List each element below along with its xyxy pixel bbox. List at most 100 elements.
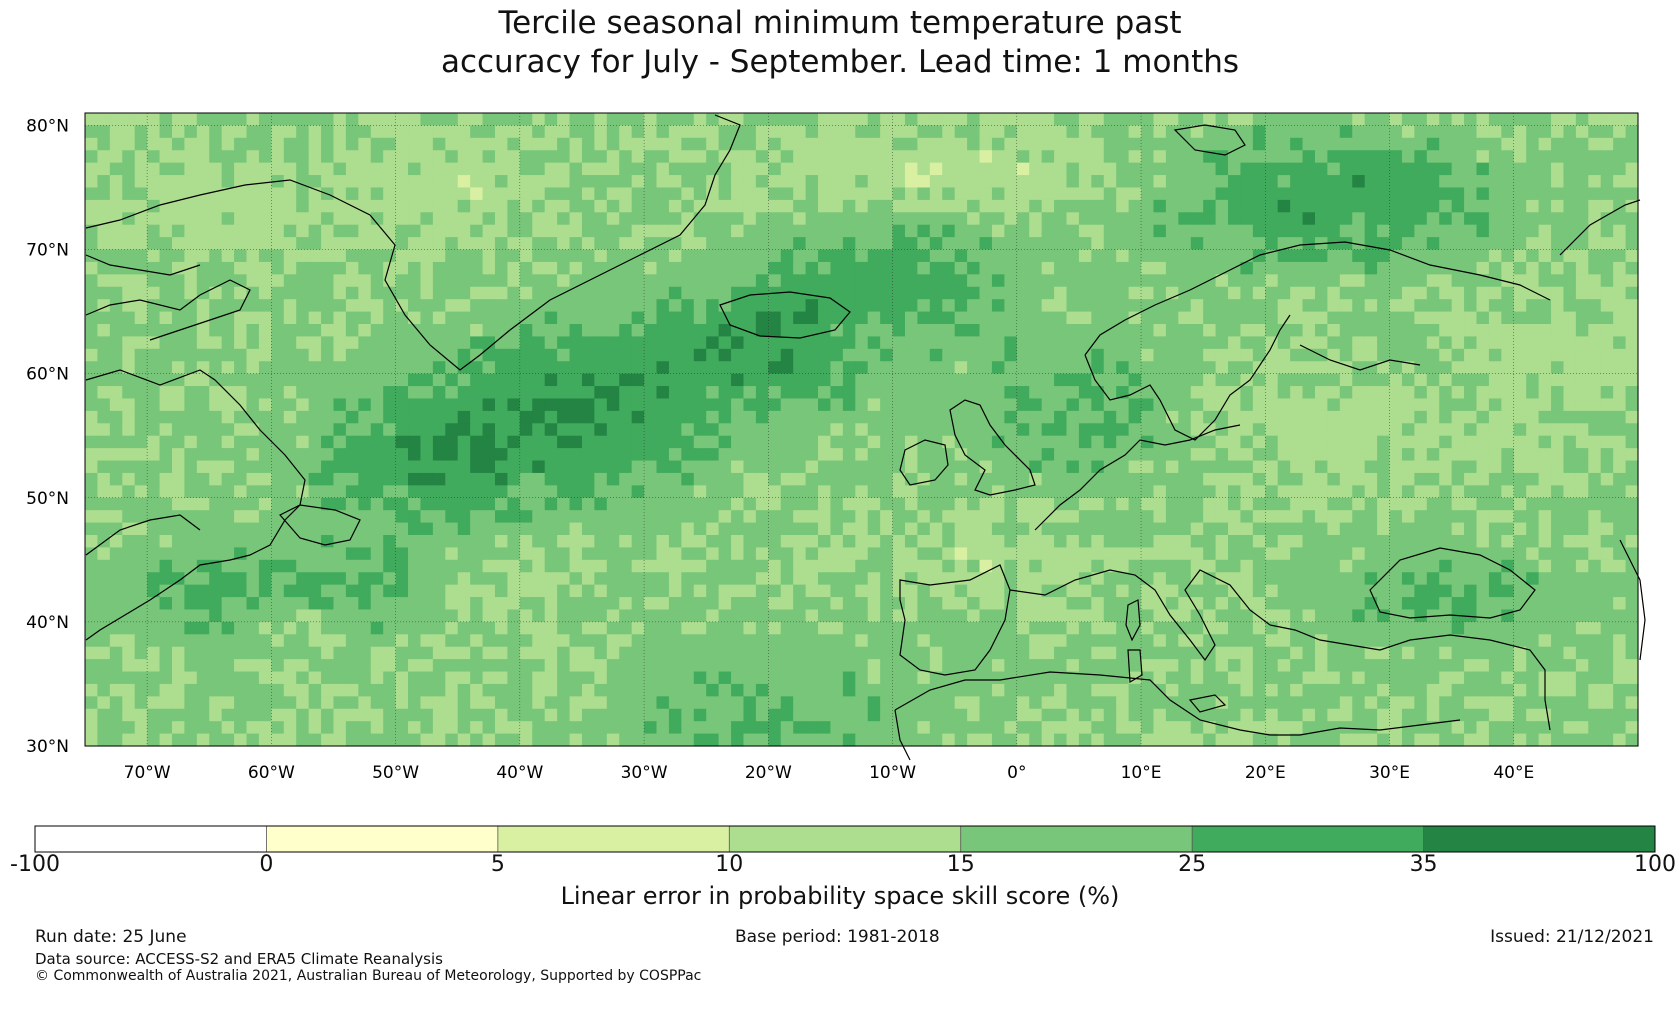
grid-cell <box>1004 150 1018 164</box>
grid-cell <box>1215 274 1229 288</box>
grid-cell <box>1575 497 1589 511</box>
grid-cell <box>1103 348 1117 362</box>
grid-cell <box>221 175 235 189</box>
grid-cell <box>432 460 446 474</box>
grid-cell <box>159 125 173 139</box>
grid-cell <box>1078 485 1092 499</box>
grid-cell <box>1054 212 1068 226</box>
grid-cell <box>693 286 707 300</box>
grid-cell <box>942 212 956 226</box>
grid-cell <box>544 336 558 350</box>
grid-cell <box>1588 336 1602 350</box>
grid-cell <box>1004 274 1018 288</box>
grid-cell <box>768 497 782 511</box>
grid-cell <box>1203 348 1217 362</box>
grid-cell <box>408 584 422 598</box>
grid-cell <box>1302 162 1316 176</box>
grid-cell <box>408 137 422 151</box>
grid-cell <box>395 150 409 164</box>
grid-cell <box>743 398 757 412</box>
grid-cell <box>1016 448 1030 462</box>
grid-cell <box>644 336 658 350</box>
grid-cell <box>1066 584 1080 598</box>
grid-cell <box>432 485 446 499</box>
grid-cell <box>1128 547 1142 561</box>
grid-cell <box>519 423 533 437</box>
grid-cell <box>1314 361 1328 375</box>
grid-cell <box>1451 336 1465 350</box>
grid-cell <box>1314 150 1328 164</box>
grid-cell <box>1339 510 1353 524</box>
grid-cell <box>780 274 794 288</box>
grid-cell <box>1290 547 1304 561</box>
grid-cell <box>830 448 844 462</box>
grid-cell <box>470 261 484 275</box>
grid-cell <box>122 497 136 511</box>
grid-cell <box>743 423 757 437</box>
grid-cell <box>159 584 173 598</box>
grid-cell <box>1613 274 1627 288</box>
grid-cell <box>606 286 620 300</box>
grid-cell <box>780 485 794 499</box>
grid-cell <box>818 187 832 201</box>
grid-cell <box>929 510 943 524</box>
grid-cell <box>1575 547 1589 561</box>
grid-cell <box>718 162 732 176</box>
grid-cell <box>1439 175 1453 189</box>
grid-cell <box>159 286 173 300</box>
grid-cell <box>1464 299 1478 313</box>
grid-cell <box>1401 113 1415 127</box>
grid-cell <box>1091 410 1105 424</box>
grid-cell <box>383 261 397 275</box>
grid-cell <box>1302 423 1316 437</box>
grid-cell <box>855 547 869 561</box>
grid-cell <box>1364 137 1378 151</box>
grid-cell <box>1277 535 1291 549</box>
grid-cell <box>1228 597 1242 611</box>
grid-cell <box>1464 410 1478 424</box>
grid-cell <box>1203 386 1217 400</box>
grid-cell <box>395 348 409 362</box>
grid-cell <box>1041 547 1055 561</box>
grid-cell <box>768 510 782 524</box>
grid-cell <box>482 324 496 338</box>
grid-cell <box>1588 274 1602 288</box>
grid-cell <box>1252 336 1266 350</box>
grid-cell <box>432 324 446 338</box>
grid-cell <box>482 373 496 387</box>
grid-cell <box>85 274 99 288</box>
grid-cell <box>1513 237 1527 251</box>
grid-cell <box>768 348 782 362</box>
grid-cell <box>818 584 832 598</box>
grid-cell <box>1215 187 1229 201</box>
grid-cell <box>1066 497 1080 511</box>
grid-cell <box>370 336 384 350</box>
grid-cell <box>1004 497 1018 511</box>
grid-cell <box>644 435 658 449</box>
grid-cell <box>159 398 173 412</box>
grid-cell <box>1451 460 1465 474</box>
grid-cell <box>855 286 869 300</box>
grid-cell <box>457 535 471 549</box>
grid-cell <box>557 448 571 462</box>
grid-cell <box>1252 348 1266 362</box>
grid-cell <box>383 361 397 375</box>
grid-cell <box>1215 199 1229 213</box>
grid-cell <box>1501 113 1515 127</box>
grid-cell <box>967 113 981 127</box>
grid-cell <box>171 597 185 611</box>
grid-cell <box>706 386 720 400</box>
grid-cell <box>917 435 931 449</box>
grid-cell <box>780 187 794 201</box>
grid-cell <box>1190 249 1204 263</box>
grid-cell <box>308 286 322 300</box>
grid-cell <box>1451 510 1465 524</box>
grid-cell <box>1625 125 1639 139</box>
grid-cell <box>246 559 260 573</box>
grid-cell <box>867 373 881 387</box>
grid-cell <box>1240 348 1254 362</box>
grid-cell <box>780 535 794 549</box>
grid-cell <box>1290 274 1304 288</box>
grid-cell <box>1078 559 1092 573</box>
grid-cell <box>1575 373 1589 387</box>
